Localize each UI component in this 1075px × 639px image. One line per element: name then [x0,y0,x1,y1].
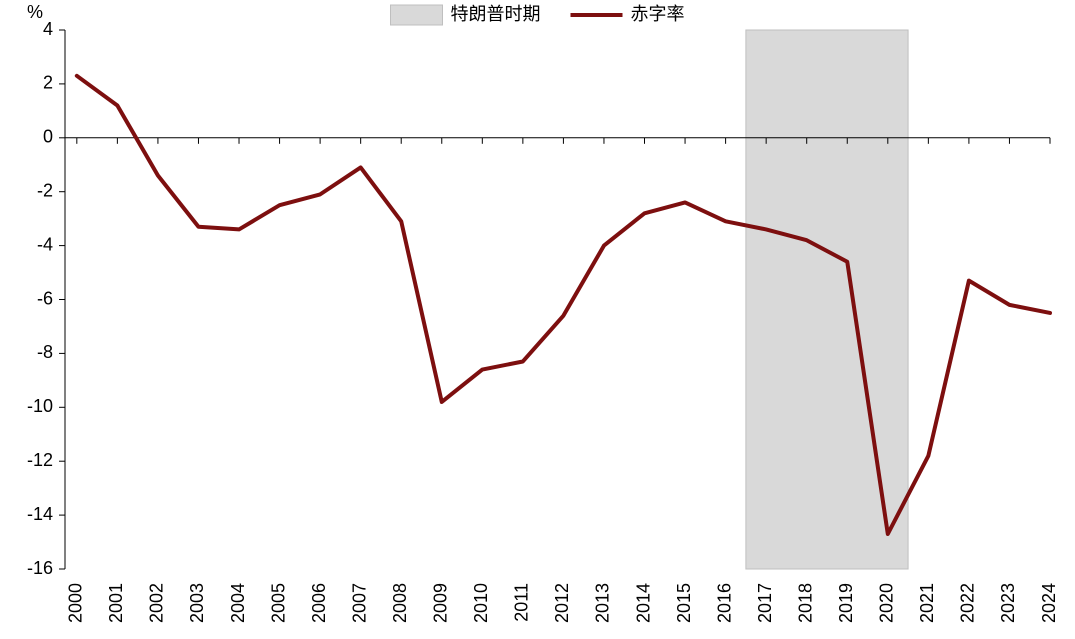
x-tick-label: 2022 [958,583,978,623]
x-tick-label: 2010 [471,583,491,623]
y-tick-label: -8 [37,342,53,362]
x-tick-label: 2020 [877,583,897,623]
y-tick-label: -16 [27,558,53,578]
x-tick-label: 2015 [674,583,694,623]
x-tick-label: 2011 [512,583,532,622]
y-tick-label: 0 [43,127,53,147]
x-tick-label: 2012 [552,583,572,623]
trump-period-band [746,30,908,569]
x-tick-label: 2014 [633,583,653,623]
legend-label-band: 特朗普时期 [451,4,541,24]
y-tick-label: -4 [37,234,53,254]
y-tick-label: -14 [27,504,53,524]
x-tick-label: 2019 [836,583,856,623]
x-tick-label: 2001 [106,583,126,623]
x-tick-label: 2009 [431,583,451,623]
x-tick-label: 2007 [349,583,369,623]
y-tick-label: -6 [37,288,53,308]
legend-label-line: 赤字率 [631,4,685,24]
x-tick-label: 2005 [268,583,288,623]
legend: 特朗普时期 赤字率 [391,4,685,25]
x-tick-label: 2021 [917,583,937,623]
y-unit-label: % [27,2,43,22]
y-tick-label: 4 [43,19,53,39]
x-tick-label: 2016 [714,583,734,623]
x-tick-label: 2008 [390,583,410,623]
x-tick-label: 2002 [147,583,167,623]
x-tick-label: 2003 [187,583,207,623]
x-tick-label: 2013 [593,583,613,623]
x-tick-label: 2000 [66,583,86,623]
x-tick-label: 2023 [998,583,1018,623]
y-tick-label: -12 [27,450,53,470]
y-tick-label: 2 [43,73,53,93]
legend-swatch-band [391,5,443,25]
x-tick-label: 2017 [755,583,775,623]
y-tick-label: -10 [27,396,53,416]
y-tick-label: -2 [37,180,53,200]
chart-background [0,0,1075,639]
x-tick-label: 2018 [795,583,815,623]
x-tick-label: 2024 [1039,583,1059,623]
x-tick-label: 2006 [309,583,329,623]
deficit-chart: 4 2 0 -2 -4 -6 -8 -10 -12 -14 -16% 2000 2001 2002 2003… [0,0,1075,639]
x-tick-label: 2004 [228,583,248,623]
